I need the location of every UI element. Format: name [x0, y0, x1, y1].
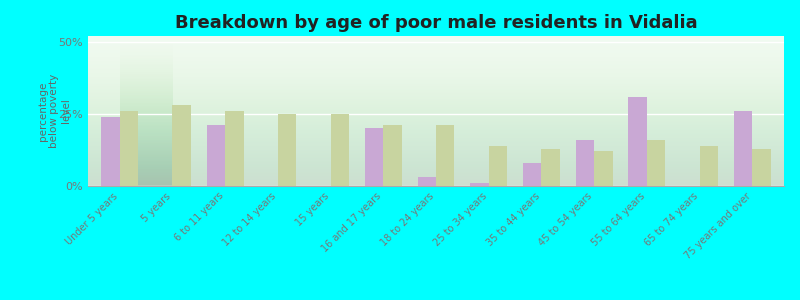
Bar — [470, 183, 489, 186]
Y-axis label: percentage
below poverty
level: percentage below poverty level — [38, 74, 71, 148]
Bar — [576, 140, 594, 186]
Title: Breakdown by age of poor male residents in Vidalia: Breakdown by age of poor male residents … — [174, 14, 698, 32]
Bar — [523, 163, 542, 186]
Bar — [734, 111, 752, 186]
Bar — [225, 111, 243, 186]
Bar — [542, 148, 560, 186]
Bar — [436, 125, 454, 186]
Bar — [365, 128, 383, 186]
Bar — [120, 111, 138, 186]
Bar — [172, 105, 191, 186]
Bar — [489, 146, 507, 186]
Bar — [700, 146, 718, 186]
Bar — [629, 97, 647, 186]
Bar — [383, 125, 402, 186]
Bar — [594, 152, 613, 186]
Bar — [752, 148, 771, 186]
Bar — [278, 114, 296, 186]
Bar — [330, 114, 349, 186]
Bar — [647, 140, 666, 186]
Bar — [418, 177, 436, 186]
Bar — [101, 117, 120, 186]
Bar — [206, 125, 225, 186]
